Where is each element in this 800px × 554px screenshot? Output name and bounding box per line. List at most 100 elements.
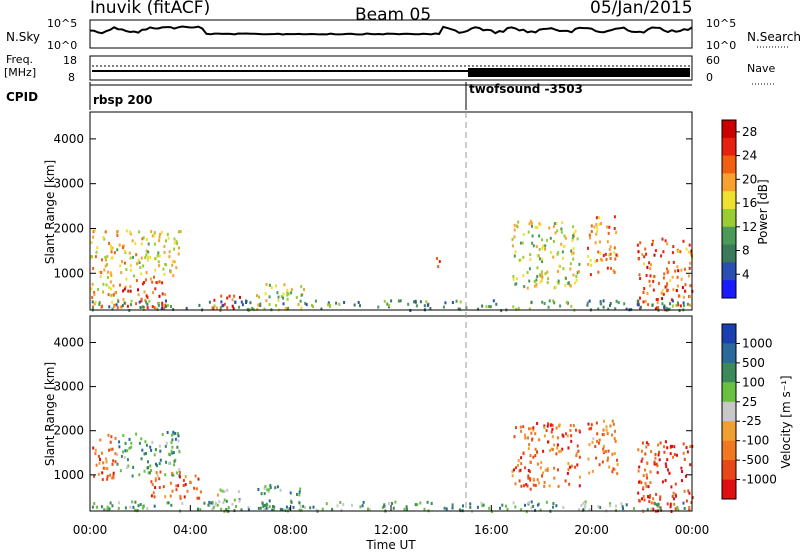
power-cell (233, 294, 236, 298)
velocity-cell (587, 422, 590, 426)
velocity-cell (184, 483, 187, 486)
power-cell (532, 244, 535, 248)
velocity-cell (602, 449, 605, 453)
velocity-cell (558, 450, 561, 454)
velocity-cell (268, 505, 271, 509)
power-cell (485, 305, 488, 309)
power-cell (156, 254, 159, 258)
velocity-cell (148, 471, 151, 475)
velocity-cell (147, 466, 149, 469)
power-cell (93, 302, 96, 306)
power-cell (459, 307, 462, 311)
velocity-cell (616, 472, 619, 476)
power-cell (438, 260, 441, 263)
velocity-cell (640, 449, 643, 453)
power-cell (554, 285, 557, 289)
velocity-cell (197, 507, 199, 511)
power-cell (153, 234, 156, 238)
velocity-cell (676, 505, 679, 509)
velocity-cell (501, 503, 504, 507)
power-cell (606, 266, 609, 270)
power-cell (277, 295, 280, 299)
power-cell (161, 303, 164, 307)
power-cell (105, 283, 108, 287)
velocity-cell (520, 508, 523, 512)
power-cell (526, 286, 529, 290)
velocity-cell (669, 502, 672, 506)
velocity-cell (144, 440, 147, 444)
velocity-cell (147, 471, 150, 475)
power-cell (338, 302, 341, 306)
velocity-cell (543, 484, 546, 488)
velocity-cell (683, 489, 686, 493)
power-cell (104, 230, 107, 234)
power-cell (168, 250, 171, 254)
power-cell (161, 306, 164, 310)
velocity-cell (673, 453, 676, 456)
velocity-cell (195, 487, 198, 491)
power-cell (680, 277, 683, 281)
velocity-cell (656, 471, 659, 475)
power-cell (286, 288, 289, 292)
power-cell (92, 267, 95, 270)
velocity-cell (642, 494, 645, 498)
power-cell (152, 291, 154, 294)
velocity-cell (611, 470, 614, 474)
velocity-cell (658, 450, 661, 454)
velocity-cell (547, 422, 549, 426)
velocity-cell (553, 476, 556, 480)
power-cell (515, 307, 518, 311)
power-cell (678, 309, 681, 313)
velocity-cell (644, 481, 647, 485)
power-cell (564, 284, 567, 288)
velocity-cell (126, 449, 129, 453)
velocity-cell (645, 473, 648, 477)
power-cell (666, 284, 668, 288)
power-cell (95, 250, 98, 254)
power-cell (560, 242, 563, 246)
power-cell (614, 307, 617, 311)
velocity-colorbar: 1000 500 100 25 -25 -100 -500 -1000 (721, 323, 777, 500)
velocity-cell (551, 448, 554, 452)
x-axis-ticks: 00:00 04:00 08:00 12:00 16:00 20:00 00:00 (73, 505, 710, 537)
velocity-cell (528, 501, 530, 505)
power-cell (595, 223, 598, 226)
power-cell (560, 230, 563, 234)
velocity-cell (591, 469, 594, 473)
velocity-cell (528, 470, 531, 474)
velocity-cell (265, 502, 268, 506)
power-cell (265, 283, 268, 287)
x-tick-label: 00:00 (675, 523, 710, 537)
power-cell (600, 302, 603, 305)
velocity-cell (272, 505, 274, 508)
velocity-cell (645, 445, 648, 449)
velocity-cell (567, 446, 570, 450)
power-cell (154, 268, 157, 272)
velocity-cell (127, 464, 130, 468)
velocity-cell (106, 505, 109, 509)
velocity-cell (237, 490, 240, 493)
velocity-cell (168, 452, 171, 456)
power-cell (94, 300, 97, 304)
power-cell (548, 299, 551, 303)
velocity-cell (403, 507, 406, 511)
power-cell (661, 302, 664, 306)
power-cell (639, 307, 642, 311)
velocity-cell (546, 468, 549, 472)
power-cell (648, 279, 651, 283)
velocity-cell (340, 508, 343, 512)
power-cell (657, 281, 660, 285)
velocity-cell (101, 478, 104, 481)
power-cell (596, 226, 599, 230)
power-cell (671, 251, 674, 255)
velocity-cell (168, 462, 170, 465)
power-cell (606, 225, 609, 229)
velocity-cell (158, 477, 161, 481)
power-cell (536, 254, 539, 258)
velocity-cell (519, 468, 522, 472)
power-cell (268, 303, 271, 306)
velocity-cell (598, 438, 601, 442)
velocity-cell (532, 504, 535, 508)
power-cell (149, 277, 152, 281)
velocity-cell (423, 507, 426, 511)
